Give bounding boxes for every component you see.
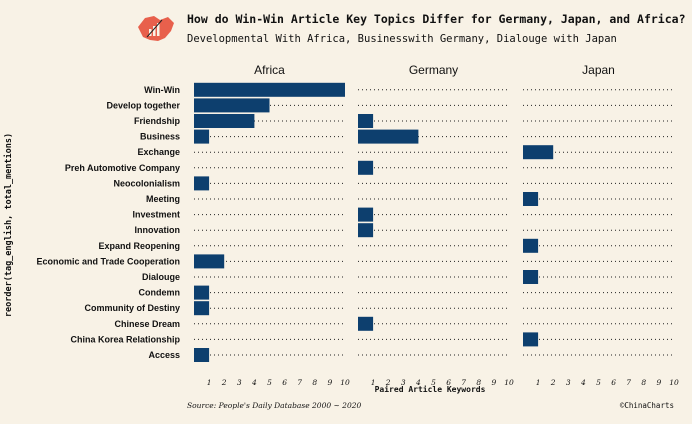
category-label-preh-automotive-company: Preh Automotive Company: [65, 163, 180, 173]
bar-germany-preh-automotive-company: [358, 160, 374, 175]
x-tick-label-1: 1: [207, 378, 212, 387]
category-label-neocolonialism: Neocolonialism: [113, 178, 180, 188]
x-tick-label-4: 4: [251, 378, 257, 387]
bar-africa-friendship: [194, 114, 255, 128]
category-label-expand-reopening: Expand Reopening: [98, 241, 180, 251]
x-tick-label-1: 1: [536, 378, 541, 387]
bar-africa-win-win: [194, 82, 345, 97]
category-label-develop-together: Develop together: [106, 100, 180, 110]
x-tick-label-2: 2: [550, 378, 556, 387]
bar-africa-access: [194, 348, 210, 362]
bar-africa-condemn: [194, 285, 210, 300]
x-tick-label-10: 10: [669, 378, 679, 387]
x-tick-label-4: 4: [580, 378, 586, 387]
x-tick-label-10: 10: [504, 378, 514, 387]
x-tick-label-3: 3: [566, 378, 571, 387]
bar-africa-business: [194, 129, 210, 144]
bar-japan-meeting: [523, 192, 539, 206]
x-tick-label-9: 9: [492, 378, 497, 387]
facet-title-japan: Japan: [582, 63, 615, 77]
chart-title: How do Win-Win Article Key Topics Differ…: [187, 12, 686, 26]
x-tick-label-4: 4: [415, 378, 421, 387]
plot-area: Win-Win Develop together Friendship Busines…: [36, 63, 679, 387]
category-label-access: Access: [148, 350, 180, 360]
bar-africa-community-of-destiny: [194, 301, 210, 316]
x-tick-label-3: 3: [237, 378, 242, 387]
category-label-innovation: Innovation: [135, 225, 181, 235]
category-label-chinese-dream: Chinese Dream: [114, 319, 180, 329]
category-label-win-win: Win-Win: [144, 85, 180, 95]
x-tick-label-3: 3: [401, 378, 406, 387]
x-tick-label-8: 8: [312, 378, 317, 387]
x-axis-label: Paired Article Keywords: [375, 384, 486, 394]
bar-germany-innovation: [358, 223, 374, 238]
category-label-condemn: Condemn: [139, 288, 181, 298]
x-tick-label-7: 7: [461, 378, 466, 387]
y-axis-label: reorder(tag_english, total_mentions): [3, 133, 14, 317]
x-tick-label-7: 7: [626, 378, 631, 387]
x-tick-label-2: 2: [221, 378, 227, 387]
bar-africa-neocolonialism: [194, 176, 210, 191]
x-tick-label-2: 2: [385, 378, 391, 387]
x-tick-label-7: 7: [297, 378, 302, 387]
source-note: Source: People's Daily Database 2000 ~ 2…: [187, 401, 361, 410]
bar-germany-investment: [358, 207, 374, 222]
chart-subtitle: Developmental With Africa, Businesswith …: [187, 33, 617, 45]
x-tick-label-5: 5: [596, 378, 601, 387]
category-label-economic-and-trade-cooperation: Economic and Trade Cooperation: [36, 256, 180, 266]
bar-africa-economic-and-trade-cooperation: [194, 254, 225, 269]
facet-title-africa: Africa: [254, 63, 285, 77]
bar-germany-business: [358, 129, 419, 144]
category-label-community-of-destiny: Community of Destiny: [84, 303, 180, 313]
facet-title-germany: Germany: [409, 63, 458, 77]
category-label-friendship: Friendship: [134, 116, 181, 126]
x-tick-label-6: 6: [282, 378, 287, 387]
x-tick-label-6: 6: [611, 378, 616, 387]
x-tick-label-1: 1: [371, 378, 376, 387]
category-label-meeting: Meeting: [146, 194, 180, 204]
x-tick-label-10: 10: [340, 378, 350, 387]
category-label-exchange: Exchange: [137, 147, 180, 157]
credit-note: ©ChinaCharts: [620, 401, 674, 410]
bar-japan-expand-reopening: [523, 238, 539, 253]
bar-germany-chinese-dream: [358, 316, 374, 331]
bar-japan-china-korea-relationship: [523, 332, 539, 347]
category-label-business: Business: [140, 132, 180, 142]
category-label-china-korea-relationship: China Korea Relationship: [70, 334, 180, 344]
x-tick-label-6: 6: [446, 378, 451, 387]
x-tick-label-9: 9: [328, 378, 333, 387]
x-tick-label-8: 8: [641, 378, 646, 387]
x-tick-label-5: 5: [267, 378, 272, 387]
china-map-chart-logo-icon: [138, 16, 174, 41]
category-label-dialouge: Dialouge: [142, 272, 180, 282]
x-tick-label-5: 5: [431, 378, 436, 387]
bar-japan-exchange: [523, 145, 554, 160]
bar-germany-friendship: [358, 114, 374, 128]
x-tick-label-8: 8: [476, 378, 481, 387]
x-tick-label-9: 9: [657, 378, 662, 387]
category-label-investment: Investment: [132, 210, 180, 220]
bar-japan-dialouge: [523, 270, 539, 284]
bar-africa-develop-together: [194, 98, 270, 113]
